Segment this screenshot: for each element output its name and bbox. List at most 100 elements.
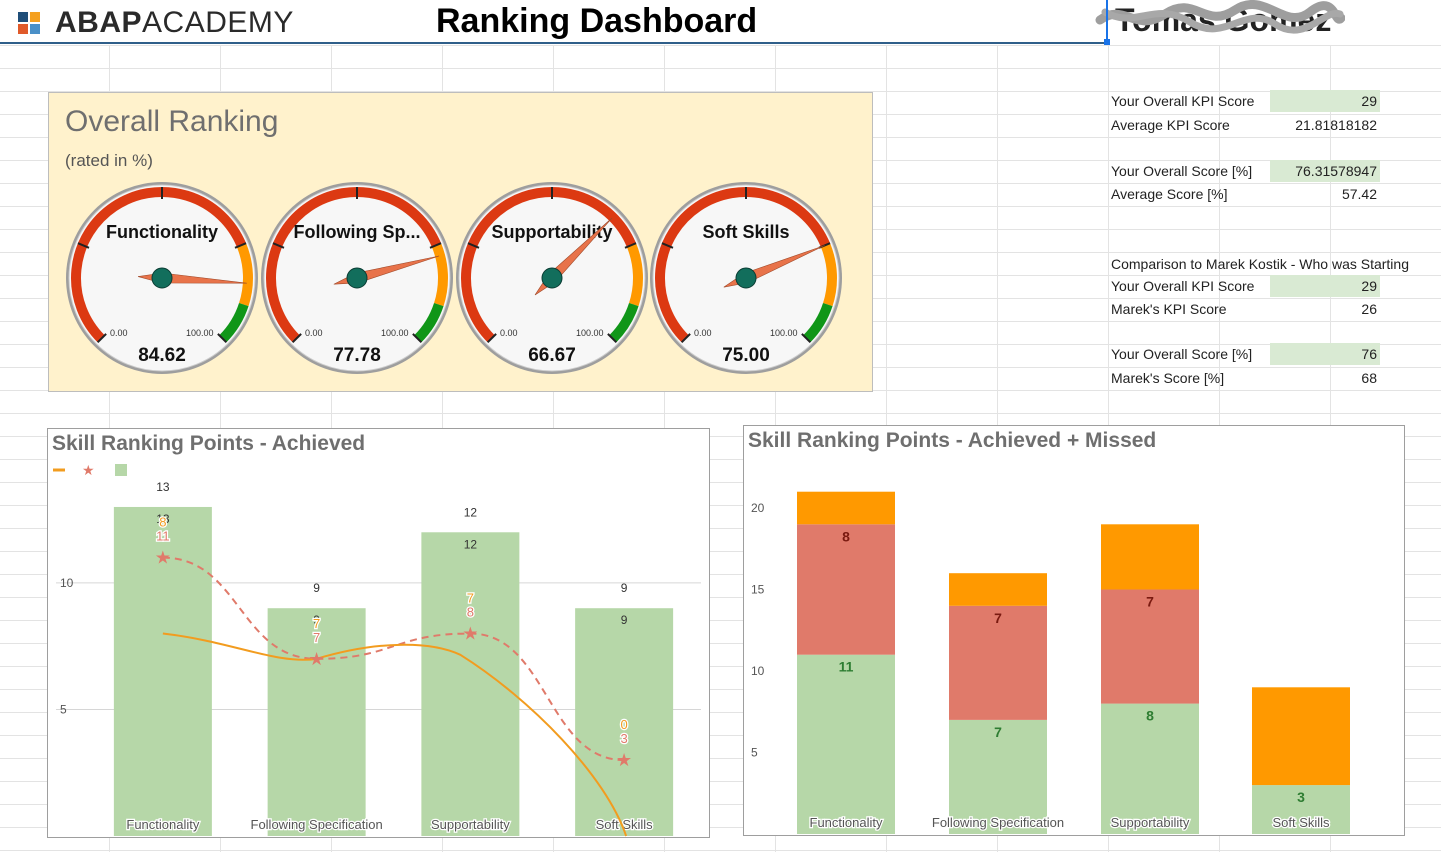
star-value-label: 8 <box>467 605 474 620</box>
x-category-label: Soft Skills <box>1272 815 1330 830</box>
achieved-missed-chart[interactable]: Skill Ranking Points - Achieved + Missed… <box>743 425 1405 836</box>
segment-value-label: 7 <box>994 724 1002 740</box>
smooth-value-label: 0 <box>621 717 628 732</box>
kpi-value[interactable]: 76 <box>1361 346 1377 362</box>
gauge-green-band <box>414 302 444 343</box>
header-divider <box>0 42 1107 44</box>
kpi-label[interactable]: Your Overall Score [%] <box>1111 163 1253 179</box>
gauge-hub <box>151 267 173 289</box>
gauge-orange-band <box>431 243 448 307</box>
kpi-label[interactable]: Marek's KPI Score <box>1111 301 1227 317</box>
cell-selection-handle[interactable] <box>1104 39 1110 45</box>
star-marker: ★ <box>462 624 478 644</box>
stacked-bar-segment[interactable] <box>949 719 1047 834</box>
star-value-label: 7 <box>313 630 320 645</box>
bar-total-label: 13 <box>156 480 170 494</box>
kpi-value[interactable]: 68 <box>1361 370 1377 386</box>
kpi-label[interactable]: Your Overall KPI Score <box>1111 93 1255 109</box>
kpi-value[interactable]: 57.42 <box>1341 186 1377 202</box>
kpi-label[interactable]: Average Score [%] <box>1111 186 1228 202</box>
bar-value-label: 13 <box>156 512 170 526</box>
x-category-label: Functionality <box>126 817 199 832</box>
gauge-0: 0.00 100.00 Functionality 84.62 <box>66 182 258 374</box>
y-tick-label: 5 <box>60 702 67 716</box>
stacked-bar-segment[interactable] <box>1101 589 1199 704</box>
gauge-value: 66.67 <box>528 345 576 366</box>
kpi-label[interactable]: Your Overall KPI Score <box>1111 278 1255 294</box>
y-tick-label: 20 <box>751 501 765 515</box>
segment-value-label: 7 <box>1146 594 1154 610</box>
gauge-3: 0.00 100.00 Soft Skills 75.00 <box>650 182 842 374</box>
kpi-value[interactable]: 76.31578947 <box>1295 163 1377 179</box>
bar-total-label: 9 <box>313 581 320 595</box>
kpi-value[interactable]: 26 <box>1361 301 1377 317</box>
bar[interactable] <box>267 608 366 836</box>
kpi-highlight-cell[interactable] <box>1270 275 1380 297</box>
gauge-tick <box>429 242 442 249</box>
gauge-tick <box>77 242 90 249</box>
cell-selection-border <box>1106 0 1108 42</box>
segment-value-label: 8 <box>1146 708 1154 724</box>
achieved-chart[interactable]: Skill Ranking Points - Achieved 5 10 ★ 13 13… <box>47 428 710 838</box>
gauge-green-band <box>219 302 249 343</box>
bar[interactable] <box>113 506 212 836</box>
x-category-label: Supportability <box>431 817 510 832</box>
redaction-scribble <box>1095 0 1345 34</box>
page-title: Ranking Dashboard <box>436 2 758 40</box>
gauge-orange-band <box>820 243 837 307</box>
kpi-label[interactable]: Marek's Score [%] <box>1111 370 1225 386</box>
gauge-red-band <box>461 187 637 343</box>
gauge-tick <box>272 242 285 249</box>
stacked-bar-segment[interactable] <box>1252 785 1350 834</box>
kpi-highlight-cell[interactable] <box>1270 160 1380 182</box>
gauge-max-label: 100.00 <box>186 328 214 338</box>
gauge-max-label: 100.00 <box>770 328 798 338</box>
kpi-label[interactable]: Average KPI Score <box>1111 117 1230 133</box>
achieved-chart-title: Skill Ranking Points - Achieved <box>52 432 366 455</box>
stacked-bar-segment[interactable] <box>1252 687 1350 786</box>
stacked-bar-segment[interactable] <box>797 654 895 834</box>
stacked-bar-segment[interactable] <box>797 491 895 525</box>
gauge-hub <box>346 267 368 289</box>
segment-value-label: 3 <box>1297 789 1305 805</box>
gauge-label: Supportability <box>492 222 613 242</box>
segment-value-label: 7 <box>994 610 1002 626</box>
bar[interactable] <box>575 608 674 836</box>
x-category-label: Following Specification <box>932 815 1064 830</box>
achieved-chart-plot: 5 10 ★ 13 13 Functionality 9 9 Following Specifi… <box>53 462 701 837</box>
gauge-label: Functionality <box>106 222 218 242</box>
kpi-value[interactable]: 29 <box>1361 93 1377 109</box>
stacked-bar-segment[interactable] <box>1101 703 1199 834</box>
smooth-series-line <box>162 632 628 837</box>
brand-name: ABAPACADEMY <box>55 6 294 39</box>
segment-value-label: 11 <box>839 659 854 675</box>
kpi-label[interactable]: Your Overall Score [%] <box>1111 346 1253 362</box>
achieved-missed-chart-plot: 5 10 15 20 11 8 Functionality 7 7 Following Speci… <box>751 491 1350 834</box>
dashboard-header: ABAPACADEMY Ranking Dashboard Tomas Gome… <box>0 0 1441 45</box>
gauge-red-band <box>655 187 831 343</box>
gauge-tick <box>96 333 107 344</box>
gauge-min-label: 0.00 <box>305 328 323 338</box>
comparison-title[interactable]: Comparison to Marek Kostik - Who was Sta… <box>1111 256 1409 272</box>
kpi-highlight-cell[interactable] <box>1270 343 1380 365</box>
kpi-value[interactable]: 21.81818182 <box>1295 117 1377 133</box>
bar-total-label: 9 <box>621 581 628 595</box>
y-tick-label: 10 <box>60 576 74 590</box>
gauge-max-label: 100.00 <box>576 328 604 338</box>
kpi-highlight-cell[interactable] <box>1270 90 1380 112</box>
star-value-label: 11 <box>156 529 170 544</box>
kpi-value[interactable]: 29 <box>1361 278 1377 294</box>
overall-ranking-panel[interactable]: Overall Ranking (rated in %) 0.00 100.00 F… <box>48 92 873 392</box>
stacked-bar-segment[interactable] <box>1101 524 1199 590</box>
stacked-bar-segment[interactable] <box>797 524 895 655</box>
x-category-label: Supportability <box>1111 815 1190 830</box>
gauge-red-band <box>71 187 247 343</box>
bar[interactable] <box>421 532 520 836</box>
bar-value-label: 12 <box>464 537 478 551</box>
gauge-tick <box>291 333 302 344</box>
x-category-label: Following Specification <box>251 817 383 832</box>
stacked-bar-segment[interactable] <box>949 605 1047 720</box>
gauge-min-label: 0.00 <box>694 328 712 338</box>
stacked-bar-segment[interactable] <box>949 573 1047 606</box>
gauge-green-band <box>803 302 833 343</box>
